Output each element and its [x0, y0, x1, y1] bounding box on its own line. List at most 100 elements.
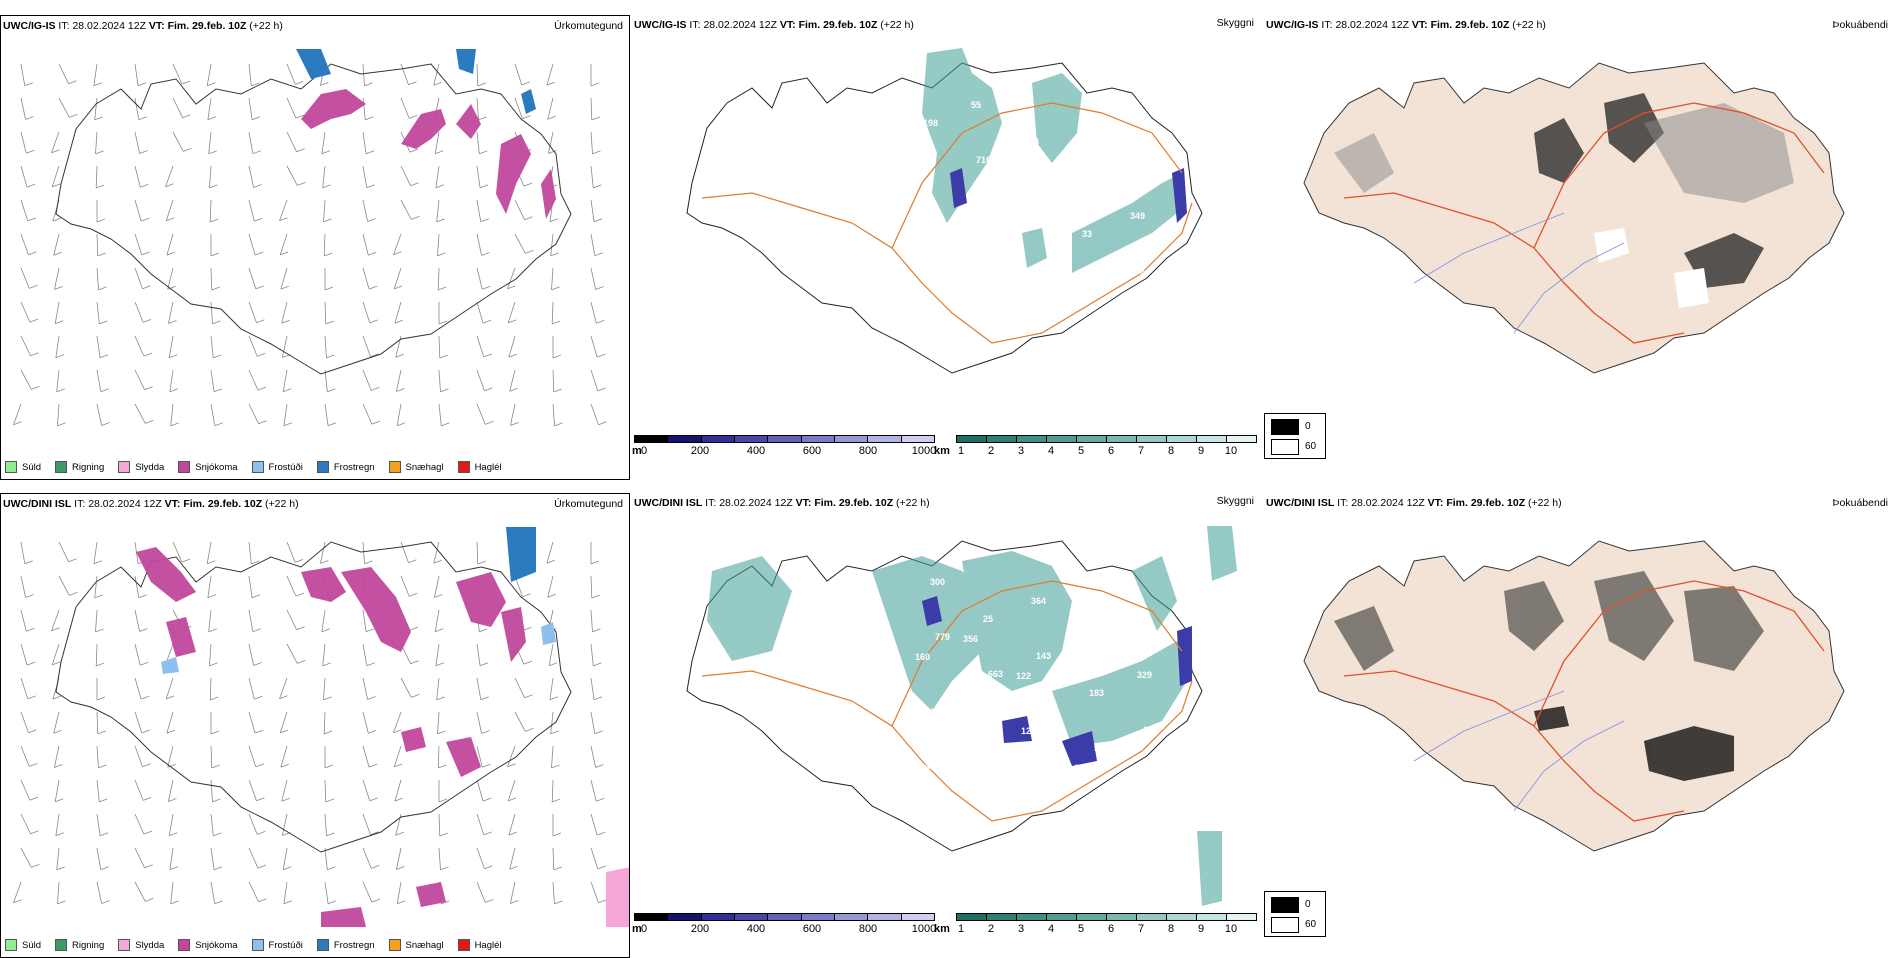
colorbar-segment	[956, 913, 987, 921]
colorbar-segment	[1076, 435, 1107, 443]
colorbar-segment	[867, 913, 902, 921]
visibility-value-label: 779	[935, 632, 950, 642]
colorbar-tick: 400	[746, 445, 766, 457]
visibility-value-label: 32	[1180, 597, 1190, 607]
colorbar-segment	[734, 435, 769, 443]
panel-title: Úrkomutegund	[554, 498, 623, 510]
colorbar-tick: 1000	[911, 923, 937, 935]
precip-map	[13, 527, 629, 927]
colorbar-segment	[1076, 913, 1107, 921]
colorbar-segment	[900, 435, 935, 443]
visibility-value-label: 189	[920, 707, 935, 717]
visibility-value-label: 716	[976, 155, 991, 165]
colorbar-tick: 400	[746, 923, 766, 935]
colorbar-segment	[800, 435, 835, 443]
colorbar-tick: 4	[1047, 445, 1055, 457]
colorbar-tick: 600	[802, 923, 822, 935]
colorbar-segment	[800, 913, 835, 921]
fog-panel-dini: UWC/DINI ISL IT: 28.02.2024 12Z VT: Fim.…	[1264, 493, 1894, 958]
colorbar-tick: 0	[640, 445, 648, 457]
colorbar-segment	[700, 913, 735, 921]
visibility-value-label: 13	[1127, 800, 1137, 810]
visibility-map: 198 716 319 33 13 27 55 164 516 349	[686, 48, 1203, 374]
visibility-value-label: 54	[973, 744, 983, 754]
legend-item: Snæhagl	[388, 939, 444, 951]
colorbar-tick: 2	[987, 923, 995, 935]
colorbar-segment	[867, 435, 902, 443]
colorbar-segment	[834, 435, 869, 443]
visibility-value-label: 55	[971, 100, 981, 110]
panel-header: UWC/DINI ISL IT: 28.02.2024 12Z VT: Fim.…	[1266, 497, 1562, 509]
colorbar-segment	[1046, 913, 1077, 921]
colorbar-tick: 200	[690, 445, 710, 457]
visibility-value-label: 13	[1135, 266, 1145, 276]
colorbar-segment	[1016, 913, 1047, 921]
legend-item: Súld	[5, 939, 41, 951]
panel-title: Þokuábendi	[1832, 19, 1888, 31]
panel-title: Þokuábendi	[1832, 497, 1888, 509]
colorbar-tick: 1	[957, 923, 965, 935]
precip-type-legend: Súld Rigning Slydda Snjókoma Frostúði Fr…	[5, 939, 516, 951]
colorbar-segment	[1166, 435, 1197, 443]
visibility-value-label: 143	[1036, 651, 1051, 661]
fog-panel-igis: UWC/IG-IS IT: 28.02.2024 12Z VT: Fim. 29…	[1264, 15, 1894, 480]
visibility-value-label: 663	[988, 669, 1003, 679]
colorbar-tick: 1	[957, 445, 965, 457]
colorbar-unit: km	[934, 445, 950, 457]
colorbar-tick: 1000	[911, 445, 937, 457]
visibility-panel-igis: UWC/IG-IS IT: 28.02.2024 12Z VT: Fim. 29…	[632, 15, 1262, 480]
colorbar-segment	[634, 913, 669, 921]
visibility-value-label: 372	[1041, 706, 1056, 716]
visibility-value-label: 150	[1026, 781, 1041, 791]
colorbar-tick: 7	[1137, 923, 1145, 935]
panel-header: UWC/DINI ISL IT: 28.02.2024 12Z VT: Fim.…	[3, 498, 299, 510]
visibility-value-label: 42	[1079, 578, 1089, 588]
colorbar-tick: 600	[802, 445, 822, 457]
visibility-value-label: 105	[1074, 763, 1089, 773]
colorbar-segment	[734, 913, 769, 921]
fog-legend-low: 60	[1305, 441, 1317, 452]
colorbar-unit: km	[934, 923, 950, 935]
colorbar-segment	[900, 913, 935, 921]
visibility-panel-dini: UWC/DINI ISL IT: 28.02.2024 12Z VT: Fim.…	[632, 493, 1262, 958]
visibility-value-label: 183	[1089, 688, 1104, 698]
colorbar-segment	[1016, 435, 1047, 443]
colorbar-segment	[1196, 913, 1227, 921]
visibility-value-label: 583	[1094, 743, 1109, 753]
colorbar-segment	[1136, 913, 1167, 921]
legend-item: Slydda	[118, 461, 164, 473]
visibility-value-label: 259	[978, 799, 993, 809]
colorbar-tick: 9	[1197, 923, 1205, 935]
fog-legend-low: 60	[1305, 919, 1317, 930]
colorbar-tick: 3	[1017, 445, 1025, 457]
legend-item: Snjókoma	[178, 939, 238, 951]
colorbar-segment	[767, 435, 802, 443]
panel-title: Skyggni	[1216, 495, 1254, 507]
visibility-value-label: 409	[1142, 725, 1157, 735]
visibility-value-label: 35	[925, 762, 935, 772]
colorbar-segment	[1106, 913, 1137, 921]
legend-item: Súld	[5, 461, 41, 473]
visibility-value-label: 356	[963, 634, 978, 644]
colorbar-segment	[700, 435, 735, 443]
visibility-value-label: 516	[1077, 174, 1092, 184]
panel-header: UWC/IG-IS IT: 28.02.2024 12Z VT: Fim. 29…	[1266, 19, 1546, 31]
panel-header: UWC/IG-IS IT: 28.02.2024 12Z VT: Fim. 29…	[634, 19, 914, 31]
colorbar-segment	[1226, 913, 1257, 921]
colorbar-segment	[834, 913, 869, 921]
visibility-value-label: 154	[968, 689, 983, 699]
visibility-value-label: 27	[918, 303, 928, 313]
panel-header: UWC/DINI ISL IT: 28.02.2024 12Z VT: Fim.…	[634, 497, 930, 509]
colorbar-tick: 800	[858, 445, 878, 457]
legend-item: Snæhagl	[388, 461, 444, 473]
legend-item: Rigning	[55, 939, 104, 951]
colorbar-unit: m	[632, 445, 642, 457]
visibility-value-label: 300	[930, 577, 945, 587]
colorbar-tick: 200	[690, 923, 710, 935]
legend-item: Frostúði	[251, 939, 303, 951]
colorbar-tick: 4	[1047, 923, 1055, 935]
colorbar-segment	[667, 435, 702, 443]
visibility-value-label: 364	[1031, 596, 1046, 606]
legend-item: Snjókoma	[178, 461, 238, 473]
visibility-value-label: 164	[1024, 137, 1039, 147]
